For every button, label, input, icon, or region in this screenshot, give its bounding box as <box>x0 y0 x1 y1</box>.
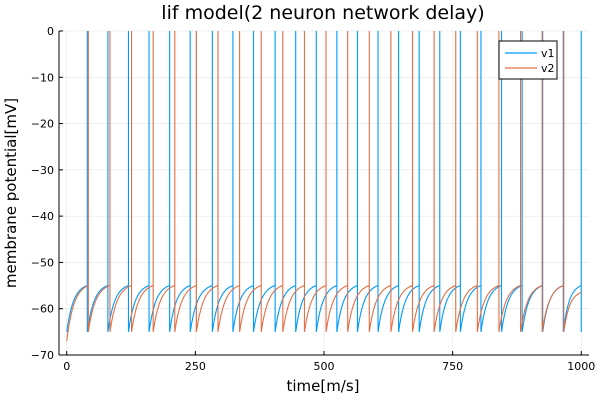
grid <box>59 30 589 356</box>
legend-label-v1: v1 <box>541 47 555 60</box>
x-axis-title: time[m/s] <box>286 377 359 395</box>
y-axis-title: membrane potential[mV] <box>2 98 20 288</box>
x-tick-label: 1000 <box>567 360 595 373</box>
x-tick-label: 0 <box>63 360 70 373</box>
x-tick-label: 500 <box>314 360 335 373</box>
y-tick-label: −10 <box>31 71 54 84</box>
legend-box <box>498 40 558 80</box>
y-tick-label: −70 <box>31 349 54 362</box>
y-tick-label: −30 <box>31 164 54 177</box>
y-tick-label: −20 <box>31 118 54 131</box>
series-v2-line <box>66 31 582 342</box>
legend-label-v2: v2 <box>541 62 555 75</box>
series-layer <box>66 31 582 342</box>
y-tick-label: −50 <box>31 256 54 269</box>
y-tick-label: −40 <box>31 210 54 223</box>
x-tick-label: 750 <box>442 360 463 373</box>
chart-title: lif model(2 neuron network delay) <box>161 2 484 24</box>
y-tick-label: −60 <box>31 303 54 316</box>
axes: 0 250 500 750 1000 0 −10 −20 −30 −40 −50 −60 −70 <box>31 25 596 373</box>
x-tick-label: 250 <box>185 360 206 373</box>
y-tick-label: 0 <box>47 25 54 38</box>
